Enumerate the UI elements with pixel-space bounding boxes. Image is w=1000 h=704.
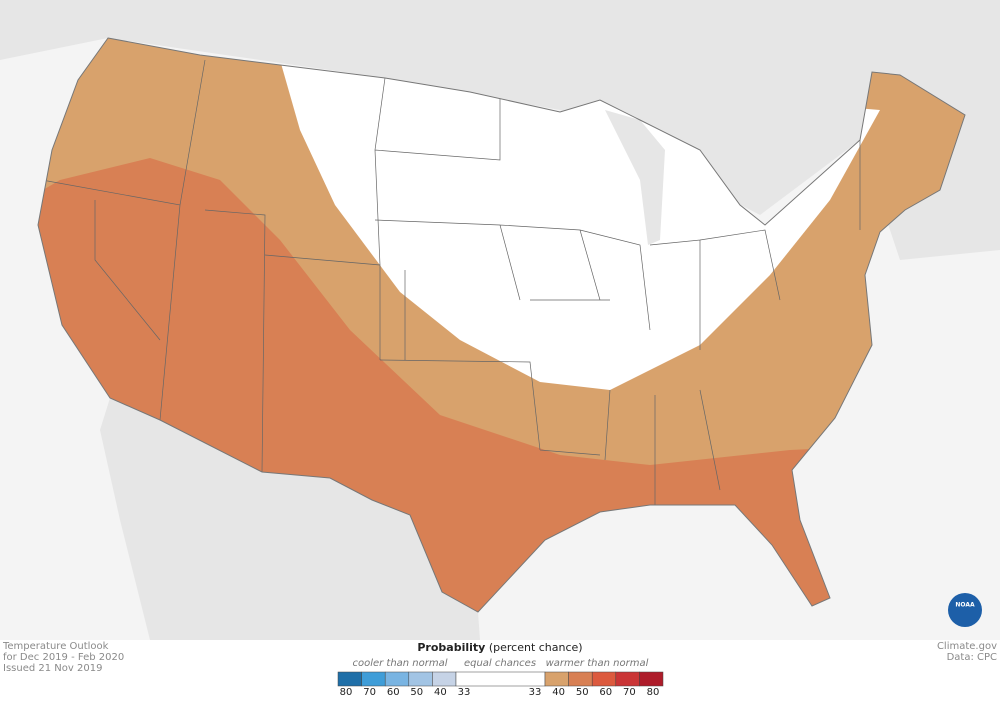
credit-line: Data: CPC: [946, 652, 997, 663]
legend-tick: 70: [623, 687, 636, 698]
legend-swatch: [568, 671, 593, 687]
legend-swatch: [408, 671, 433, 687]
legend-swatch: [432, 671, 457, 687]
legend-tick: 33: [458, 687, 471, 698]
info-line: Temperature Outlook: [3, 641, 109, 652]
legend-title: Probability (percent chance): [417, 641, 582, 654]
legend-cooler: cooler than normal: [352, 658, 447, 669]
legend-title-note: (percent chance): [489, 641, 583, 654]
legend-tick: 33: [529, 687, 542, 698]
legend-tick: 50: [410, 687, 423, 698]
legend-equal: equal chances: [464, 658, 536, 669]
legend-tick: 80: [647, 687, 660, 698]
legend-tick: 40: [552, 687, 565, 698]
legend-tick: 60: [387, 687, 400, 698]
logo-text: NOAA: [955, 602, 975, 609]
legend-tick: 60: [599, 687, 612, 698]
legend-title-main: Probability: [417, 641, 485, 654]
legend-tick: 70: [363, 687, 376, 698]
credit-line: Climate.gov: [936, 641, 997, 652]
mexico: [100, 398, 480, 640]
outlook-info: Temperature Outlook for Dec 2019 - Feb 2…: [3, 641, 124, 674]
noaa-logo: [948, 593, 982, 627]
legend-swatch: [639, 671, 664, 687]
state-lines: [41, 59, 861, 505]
legend-tick: 50: [576, 687, 589, 698]
lake-michigan: [605, 110, 665, 245]
legend-swatch: [361, 671, 386, 687]
legend-tick: 80: [340, 687, 353, 698]
legend-swatch: [455, 671, 546, 687]
info-line: Issued 21 Nov 2019: [3, 663, 103, 674]
info-line: for Dec 2019 - Feb 2020: [3, 652, 125, 663]
legend-swatch: [384, 671, 410, 687]
legend-swatch: [544, 671, 569, 687]
credit: Climate.gov Data: CPC: [937, 641, 997, 663]
legend-swatch: [615, 671, 640, 687]
legend-warmer: warmer than normal: [546, 658, 649, 669]
canada: [0, 0, 1000, 260]
legend-swatch: [591, 671, 617, 687]
legend-tick: 40: [434, 687, 447, 698]
legend-swatch: [337, 671, 362, 687]
